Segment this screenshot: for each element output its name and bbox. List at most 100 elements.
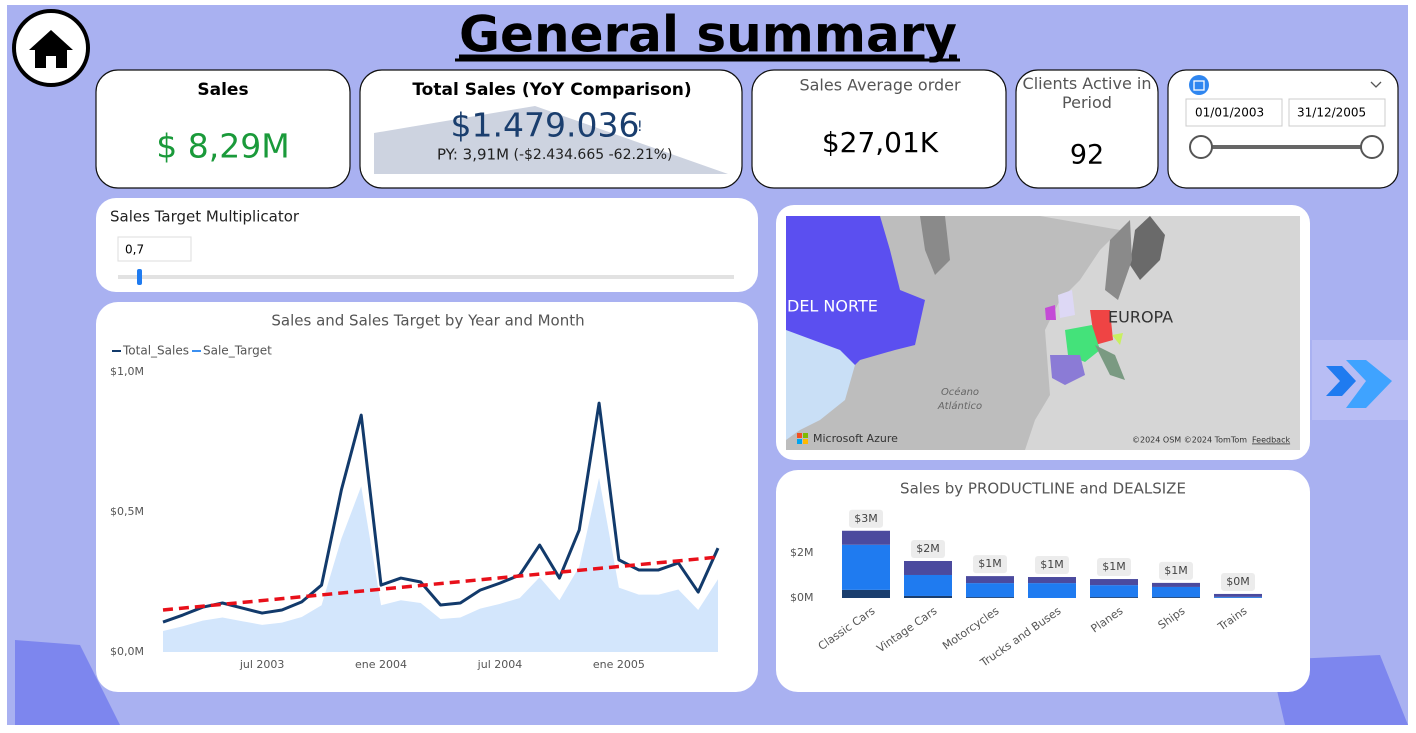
bar-segment xyxy=(966,597,1014,598)
chevron[interactable] xyxy=(1370,81,1382,88)
bar-segment xyxy=(1090,585,1138,598)
date-input[interactable] xyxy=(1288,98,1386,127)
map-brand: Microsoft Azure xyxy=(813,432,898,445)
calendar-glyph xyxy=(1193,80,1205,91)
card xyxy=(1015,69,1159,189)
map-country xyxy=(1065,325,1100,362)
map-country xyxy=(1130,216,1165,280)
area xyxy=(163,477,718,652)
y-tick-label: $2M xyxy=(790,546,814,559)
map-label: Atlántico xyxy=(937,400,982,412)
x-tick-label: jul 2004 xyxy=(477,658,523,671)
card-value: $1.479.036 xyxy=(451,106,640,145)
label-box xyxy=(1221,572,1255,591)
trend-line xyxy=(162,555,719,612)
legend-label: Sale_Target xyxy=(203,344,272,358)
map-label: EUROPA xyxy=(1108,308,1173,327)
card-flag: ! xyxy=(637,119,643,135)
bar-segment xyxy=(842,530,890,545)
bar-segment xyxy=(904,595,952,598)
map-country xyxy=(1045,305,1056,320)
date-input[interactable] xyxy=(1185,98,1283,127)
data-label: $0M xyxy=(1226,575,1250,588)
line-chart: Sales and Sales Target by Year and Month… xyxy=(110,312,720,671)
slicer-value: 0,7 xyxy=(125,243,144,257)
bar-segment xyxy=(1214,593,1262,597)
bar-segment xyxy=(1090,579,1138,586)
line xyxy=(162,401,720,624)
card-change: (-$2.434.665 -62.21%) xyxy=(513,147,672,163)
bar-segment xyxy=(904,574,952,596)
decoration xyxy=(15,640,120,725)
brand-logo xyxy=(803,439,808,444)
bar-segment xyxy=(1152,582,1200,587)
legend-label: Total_Sales xyxy=(122,344,189,358)
date-end: 31/12/2005 xyxy=(1297,106,1366,120)
bar-segment xyxy=(1090,597,1138,598)
label-box xyxy=(1097,558,1131,577)
bar-segment xyxy=(1028,583,1076,598)
map-region xyxy=(786,330,855,440)
card xyxy=(751,69,1007,189)
map-label: Océano xyxy=(941,386,979,398)
chart-title: Sales by PRODUCTLINE and DEALSIZE xyxy=(900,480,1186,498)
map-land xyxy=(1025,216,1300,450)
x-tick-label: ene 2005 xyxy=(593,658,645,671)
data-label: $3M xyxy=(854,512,878,525)
bar-segment xyxy=(1152,597,1200,598)
card-title: Sales xyxy=(197,80,248,100)
home-button[interactable] xyxy=(12,9,90,87)
card-title: Total Sales (YoY Comparison) xyxy=(412,80,691,100)
map-country xyxy=(1050,355,1085,385)
slicer-panel xyxy=(96,198,758,292)
card-title: Sales Average order xyxy=(799,76,961,95)
data-label: $2M xyxy=(916,542,940,555)
data-label: $1M xyxy=(978,557,1002,570)
brand-logo xyxy=(803,433,808,438)
bar-segment xyxy=(842,589,890,598)
home-icon[interactable] xyxy=(29,30,73,68)
data-label: $1M xyxy=(1102,560,1126,573)
label-box xyxy=(1035,556,1069,575)
x-tick-label: jul 2003 xyxy=(239,658,285,671)
card-value: 92 xyxy=(1070,140,1104,171)
label-box xyxy=(973,555,1007,574)
chart-title: Sales and Sales Target by Year and Month xyxy=(271,312,584,330)
card-title-box: Clients Active in Period xyxy=(1022,74,1152,112)
bar-segment xyxy=(1028,577,1076,584)
map-country xyxy=(1105,220,1132,300)
slicer-input[interactable] xyxy=(117,236,192,262)
calendar-icon[interactable] xyxy=(1189,75,1209,95)
next-arrow[interactable] xyxy=(1326,366,1356,396)
card-value: $ 8,29M xyxy=(156,127,289,166)
y-tick-label: $0,5M xyxy=(110,505,144,518)
slicer-title: Sales Target Multiplicator xyxy=(110,208,300,226)
brand-logo xyxy=(797,439,802,444)
card-title: Clients Active in Period xyxy=(1022,74,1152,112)
map-label: DEL NORTE xyxy=(787,297,878,316)
range-handle[interactable] xyxy=(1189,135,1213,159)
map-country xyxy=(1090,310,1113,345)
map-credits: ©2024 OSM ©2024 TomTom xyxy=(1132,436,1247,445)
y-tick-label: $0M xyxy=(790,591,814,604)
bar-segment xyxy=(842,544,890,590)
map-country xyxy=(1112,333,1123,345)
bar-segment xyxy=(966,576,1014,584)
bar-segment xyxy=(1214,596,1262,598)
label-box xyxy=(1159,561,1193,580)
card-value: $27,01K xyxy=(822,126,939,159)
map-country xyxy=(1058,290,1075,318)
range-handle[interactable] xyxy=(1360,135,1384,159)
map-feedback[interactable]: Feedback xyxy=(1252,436,1290,445)
bar-segment xyxy=(1152,586,1200,598)
label-box xyxy=(849,509,883,528)
map: DEL NORTE EUROPA Océano Atlántico Micros… xyxy=(786,216,1300,450)
slider-handle[interactable] xyxy=(137,269,142,285)
data-label: $1M xyxy=(1164,564,1188,577)
x-tick-label: ene 2004 xyxy=(355,658,407,671)
card-shape xyxy=(374,106,728,174)
next-arrow[interactable] xyxy=(1346,360,1392,408)
label-box xyxy=(911,539,945,558)
bar-segment xyxy=(966,583,1014,598)
data-label: $1M xyxy=(1040,558,1064,571)
